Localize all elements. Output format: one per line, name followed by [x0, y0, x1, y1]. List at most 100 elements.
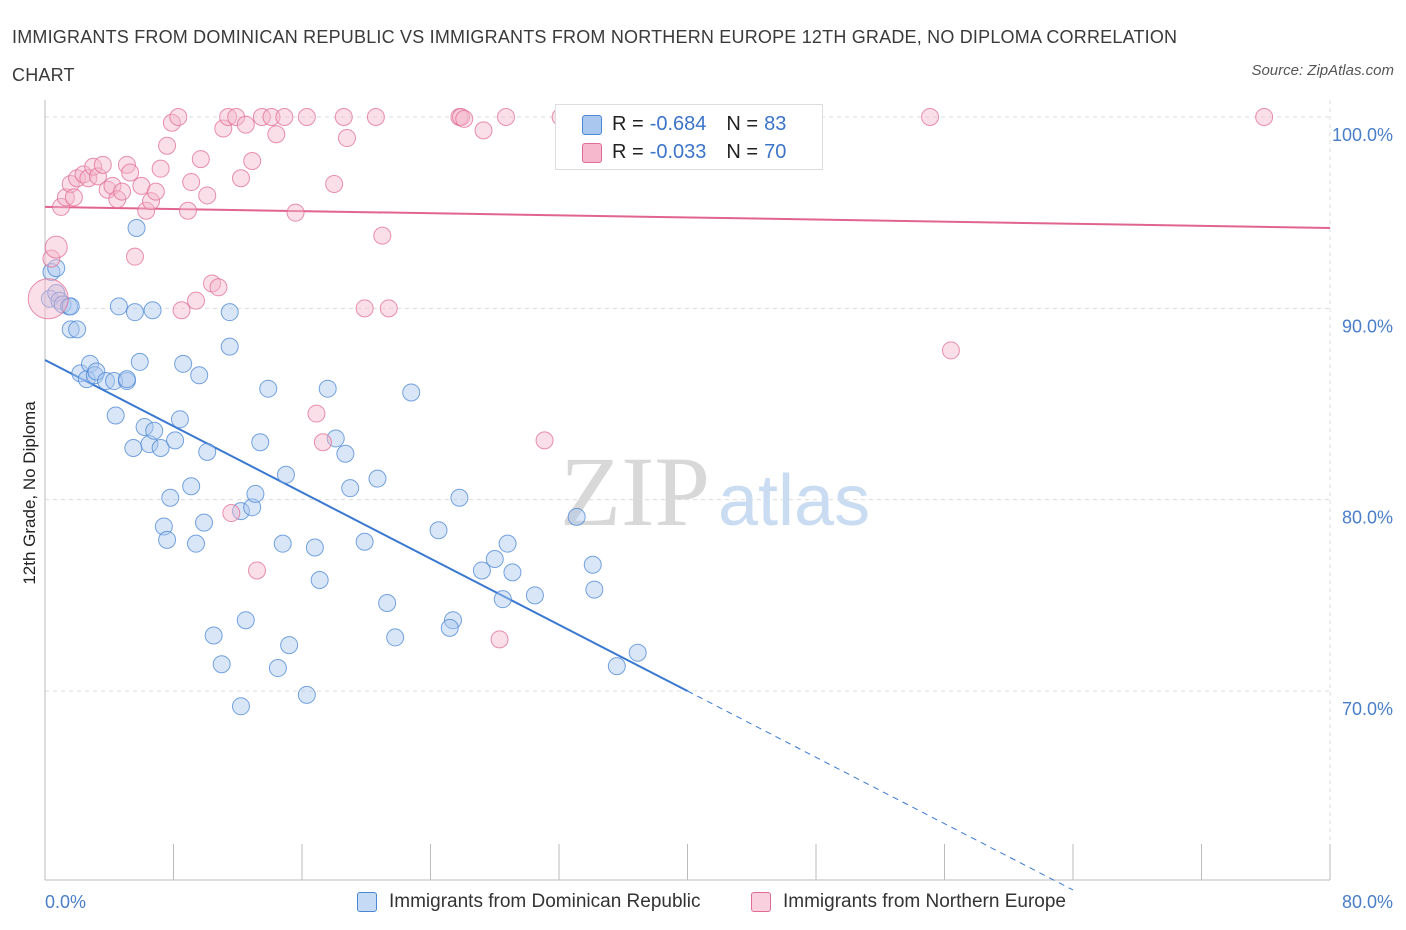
point-northern-europe	[490, 630, 509, 649]
point-dominican	[161, 488, 180, 507]
point-northern-europe	[325, 174, 344, 193]
point-dominican	[198, 442, 217, 461]
n-value: 83	[764, 112, 787, 135]
point-dominican	[297, 685, 316, 704]
y-tick-label: 80.0%	[1342, 508, 1393, 528]
point-dominican	[68, 320, 87, 339]
point-dominican	[246, 484, 265, 503]
legend-item-northern-europe: Immigrants from Northern Europe	[751, 888, 1066, 916]
point-northern-europe	[125, 247, 144, 266]
point-dominican	[166, 431, 185, 450]
point-dominican	[135, 417, 154, 436]
point-northern-europe	[1255, 108, 1274, 126]
n-label: N =	[726, 140, 759, 163]
point-northern-europe	[262, 108, 281, 126]
point-dominican	[143, 301, 162, 320]
watermark: ZIP atlas	[560, 436, 870, 547]
trend-line-dominican-extension	[687, 690, 1074, 891]
trend-line-dominican	[44, 359, 688, 692]
point-northern-europe	[186, 291, 205, 310]
n-value: 70	[764, 140, 787, 163]
point-dominican	[485, 549, 504, 568]
point-dominican	[368, 469, 387, 488]
point-dominican	[310, 571, 329, 590]
point-northern-europe	[222, 504, 241, 523]
point-northern-europe	[93, 155, 112, 174]
point-northern-europe	[231, 169, 250, 188]
point-dominican	[236, 611, 255, 630]
point-northern-europe	[44, 235, 68, 259]
point-northern-europe	[27, 278, 69, 320]
legend-swatch-blue	[357, 892, 377, 912]
point-dominican	[336, 444, 355, 463]
point-northern-europe	[103, 176, 122, 195]
point-dominican	[124, 439, 143, 458]
point-northern-europe	[227, 108, 246, 126]
point-northern-europe	[452, 108, 471, 126]
point-northern-europe	[209, 278, 228, 297]
chart-title: IMMIGRANTS FROM DOMINICAN REPUBLIC VS IM…	[12, 27, 1178, 85]
point-dominican	[567, 507, 586, 526]
trend-line-northern-europe	[44, 205, 1331, 229]
point-northern-europe	[496, 108, 515, 126]
point-northern-europe	[941, 341, 960, 360]
stats-legend: R = -0.684 N = 83 R = -0.033 N = 70	[555, 104, 823, 170]
point-dominican	[109, 297, 128, 316]
legend-label: Immigrants from Northern Europe	[783, 891, 1066, 912]
point-dominican	[402, 383, 421, 402]
legend-swatch-blue	[582, 115, 602, 135]
point-northern-europe	[297, 108, 316, 126]
point-northern-europe	[267, 125, 286, 144]
point-dominican	[204, 626, 223, 645]
trend-lines	[44, 205, 1331, 891]
point-dominican	[628, 643, 647, 662]
point-northern-europe	[191, 150, 210, 169]
point-northern-europe	[151, 159, 170, 178]
point-northern-europe	[121, 163, 140, 182]
point-northern-europe	[366, 108, 385, 126]
point-dominican	[386, 628, 405, 647]
y-tick-label: 100.0%	[1332, 125, 1393, 145]
point-dominican	[130, 352, 149, 371]
point-dominican	[151, 439, 170, 458]
point-dominican	[231, 697, 250, 716]
point-dominican	[190, 366, 209, 385]
point-dominican	[145, 421, 164, 440]
point-dominican	[251, 433, 270, 452]
point-northern-europe	[64, 188, 83, 207]
point-dominican	[140, 435, 159, 454]
point-northern-europe	[42, 249, 61, 268]
n-label: N =	[726, 112, 759, 135]
point-dominican	[127, 218, 146, 237]
axes	[44, 100, 1331, 881]
source-label: Source: ZipAtlas.com	[1251, 62, 1394, 79]
x-tick-label: 0.0%	[45, 892, 86, 912]
point-dominican	[429, 521, 448, 540]
point-dominican	[182, 477, 201, 496]
r-label: R =	[612, 140, 644, 163]
point-northern-europe	[921, 108, 940, 126]
point-northern-europe	[89, 167, 108, 186]
point-dominican	[125, 303, 144, 322]
x-tick-label: 80.0%	[1342, 892, 1393, 912]
point-dominican	[106, 406, 125, 425]
point-northern-europe	[236, 115, 255, 134]
point-dominican	[318, 379, 337, 398]
y-tick-label: 90.0%	[1342, 316, 1393, 336]
stats-row-northern-europe: R = -0.033 N = 70	[582, 139, 786, 165]
point-northern-europe	[169, 108, 188, 126]
y-tick-label: 70.0%	[1342, 699, 1393, 719]
x-tick-labels: 0.0% 80.0%	[45, 892, 1393, 912]
point-dominican	[503, 563, 522, 582]
point-dominican	[378, 593, 397, 612]
y-axis-label: 12th Grade, No Diploma	[20, 401, 39, 585]
point-dominican	[220, 303, 239, 322]
legend-swatch-pink	[751, 892, 771, 912]
point-dominican	[212, 655, 231, 674]
point-dominican	[47, 259, 66, 278]
point-dominican	[170, 410, 189, 429]
point-dominican	[472, 561, 491, 580]
point-dominican	[186, 534, 205, 553]
point-northern-europe	[275, 108, 294, 126]
